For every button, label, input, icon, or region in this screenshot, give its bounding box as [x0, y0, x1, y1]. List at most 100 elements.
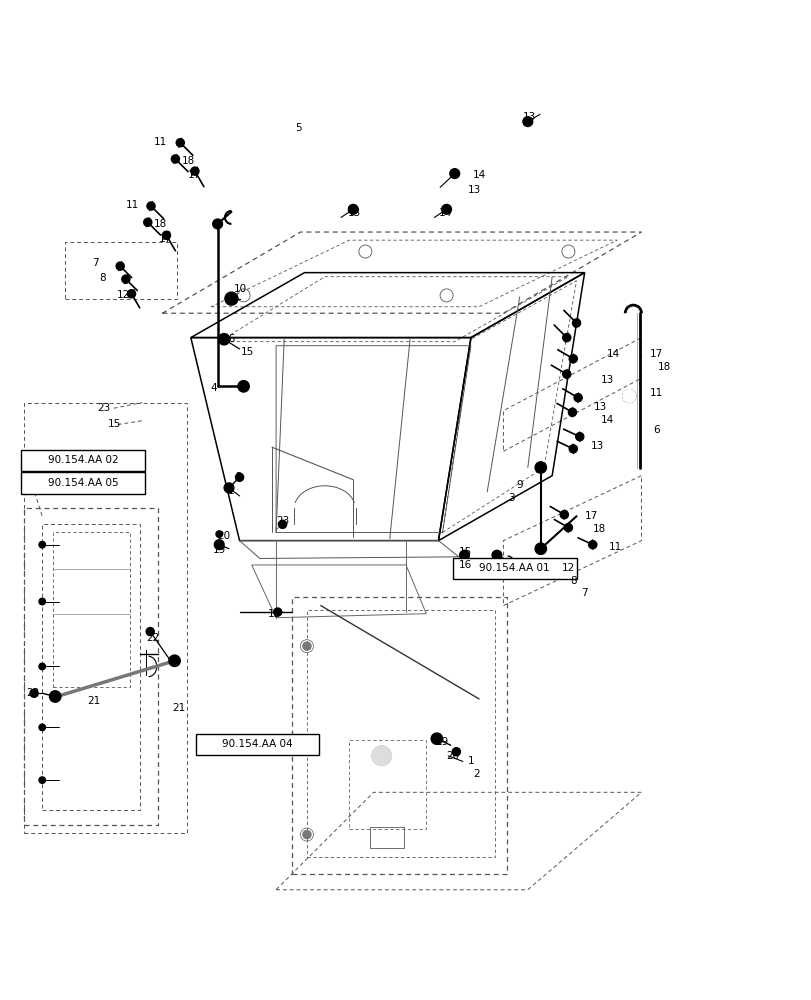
Circle shape — [588, 541, 596, 549]
Text: 20: 20 — [217, 531, 230, 541]
Text: 90.154.AA 02: 90.154.AA 02 — [48, 455, 118, 465]
Text: 12: 12 — [117, 290, 130, 300]
Text: 11: 11 — [154, 137, 167, 147]
Circle shape — [122, 275, 130, 283]
Circle shape — [569, 355, 577, 363]
Text: 1: 1 — [467, 756, 474, 766]
Text: 15: 15 — [458, 547, 471, 557]
Circle shape — [452, 748, 460, 756]
Text: 23: 23 — [276, 516, 289, 526]
Text: 8: 8 — [569, 576, 576, 586]
Circle shape — [216, 531, 222, 537]
Circle shape — [534, 543, 546, 554]
Text: 3: 3 — [508, 493, 514, 503]
Text: 6: 6 — [652, 425, 659, 435]
Text: 21: 21 — [87, 696, 100, 706]
Circle shape — [30, 689, 38, 697]
Circle shape — [191, 167, 199, 175]
Text: 20: 20 — [446, 751, 459, 761]
Circle shape — [522, 117, 532, 126]
Text: 90.154.AA 01: 90.154.AA 01 — [479, 563, 549, 573]
Circle shape — [303, 642, 311, 650]
Text: 19: 19 — [436, 737, 448, 747]
Text: 18: 18 — [592, 524, 605, 534]
Text: 9: 9 — [516, 480, 522, 490]
Circle shape — [564, 524, 572, 532]
Circle shape — [562, 334, 570, 342]
FancyBboxPatch shape — [453, 558, 576, 579]
Circle shape — [568, 408, 576, 416]
FancyBboxPatch shape — [195, 734, 319, 755]
Circle shape — [39, 777, 45, 783]
Circle shape — [144, 218, 152, 226]
Circle shape — [238, 381, 249, 392]
Text: 11: 11 — [126, 200, 139, 210]
Text: 1: 1 — [228, 486, 234, 496]
Text: 13: 13 — [590, 441, 603, 451]
Circle shape — [572, 319, 580, 327]
Text: 21: 21 — [172, 703, 185, 713]
FancyBboxPatch shape — [21, 472, 144, 494]
Text: 13: 13 — [600, 375, 613, 385]
Text: 17: 17 — [188, 170, 201, 180]
Bar — [349, 740, 426, 829]
Text: 7: 7 — [92, 258, 99, 268]
Circle shape — [225, 292, 238, 305]
Circle shape — [560, 511, 568, 519]
Circle shape — [569, 445, 577, 453]
Text: 23: 23 — [97, 403, 110, 413]
Text: 17: 17 — [649, 349, 662, 359]
Text: 15: 15 — [108, 419, 121, 429]
Text: 90.154.AA 04: 90.154.AA 04 — [222, 739, 292, 749]
Circle shape — [218, 334, 230, 345]
Text: 18: 18 — [153, 219, 166, 229]
Text: 18: 18 — [657, 362, 670, 372]
Circle shape — [147, 202, 155, 210]
Text: 13: 13 — [347, 208, 360, 218]
Text: 2: 2 — [235, 472, 242, 482]
Text: 7: 7 — [581, 588, 587, 598]
Circle shape — [39, 541, 45, 548]
Circle shape — [171, 155, 179, 163]
Circle shape — [127, 290, 135, 298]
Circle shape — [562, 370, 570, 378]
Text: 22: 22 — [146, 633, 159, 643]
Circle shape — [441, 204, 451, 214]
Text: 15: 15 — [268, 609, 281, 619]
Text: 2: 2 — [473, 769, 479, 779]
Circle shape — [534, 462, 546, 473]
Circle shape — [146, 627, 154, 636]
Text: 8: 8 — [99, 273, 105, 283]
Circle shape — [39, 598, 45, 605]
Circle shape — [39, 663, 45, 670]
Circle shape — [459, 550, 469, 560]
FancyBboxPatch shape — [21, 450, 144, 471]
Text: 16: 16 — [222, 334, 235, 344]
Text: 22: 22 — [26, 688, 39, 698]
Circle shape — [449, 169, 459, 178]
Text: 11: 11 — [649, 388, 662, 398]
Text: 13: 13 — [522, 112, 535, 122]
Circle shape — [348, 204, 358, 214]
Text: 4: 4 — [210, 383, 217, 393]
Circle shape — [235, 473, 243, 481]
Text: 18: 18 — [182, 156, 195, 166]
Circle shape — [49, 691, 61, 702]
Circle shape — [573, 394, 581, 402]
Text: 11: 11 — [608, 542, 621, 552]
Text: 14: 14 — [600, 415, 613, 425]
Circle shape — [212, 219, 222, 229]
Circle shape — [461, 562, 467, 568]
Circle shape — [273, 608, 281, 616]
Text: 13: 13 — [467, 185, 480, 195]
Text: 16: 16 — [458, 560, 471, 570]
Text: 15: 15 — [241, 347, 254, 357]
Circle shape — [176, 139, 184, 147]
Circle shape — [278, 520, 286, 528]
Circle shape — [622, 390, 635, 403]
Circle shape — [169, 655, 180, 666]
Circle shape — [162, 231, 170, 239]
Circle shape — [224, 483, 234, 493]
Text: 10: 10 — [234, 284, 247, 294]
Circle shape — [371, 746, 391, 766]
